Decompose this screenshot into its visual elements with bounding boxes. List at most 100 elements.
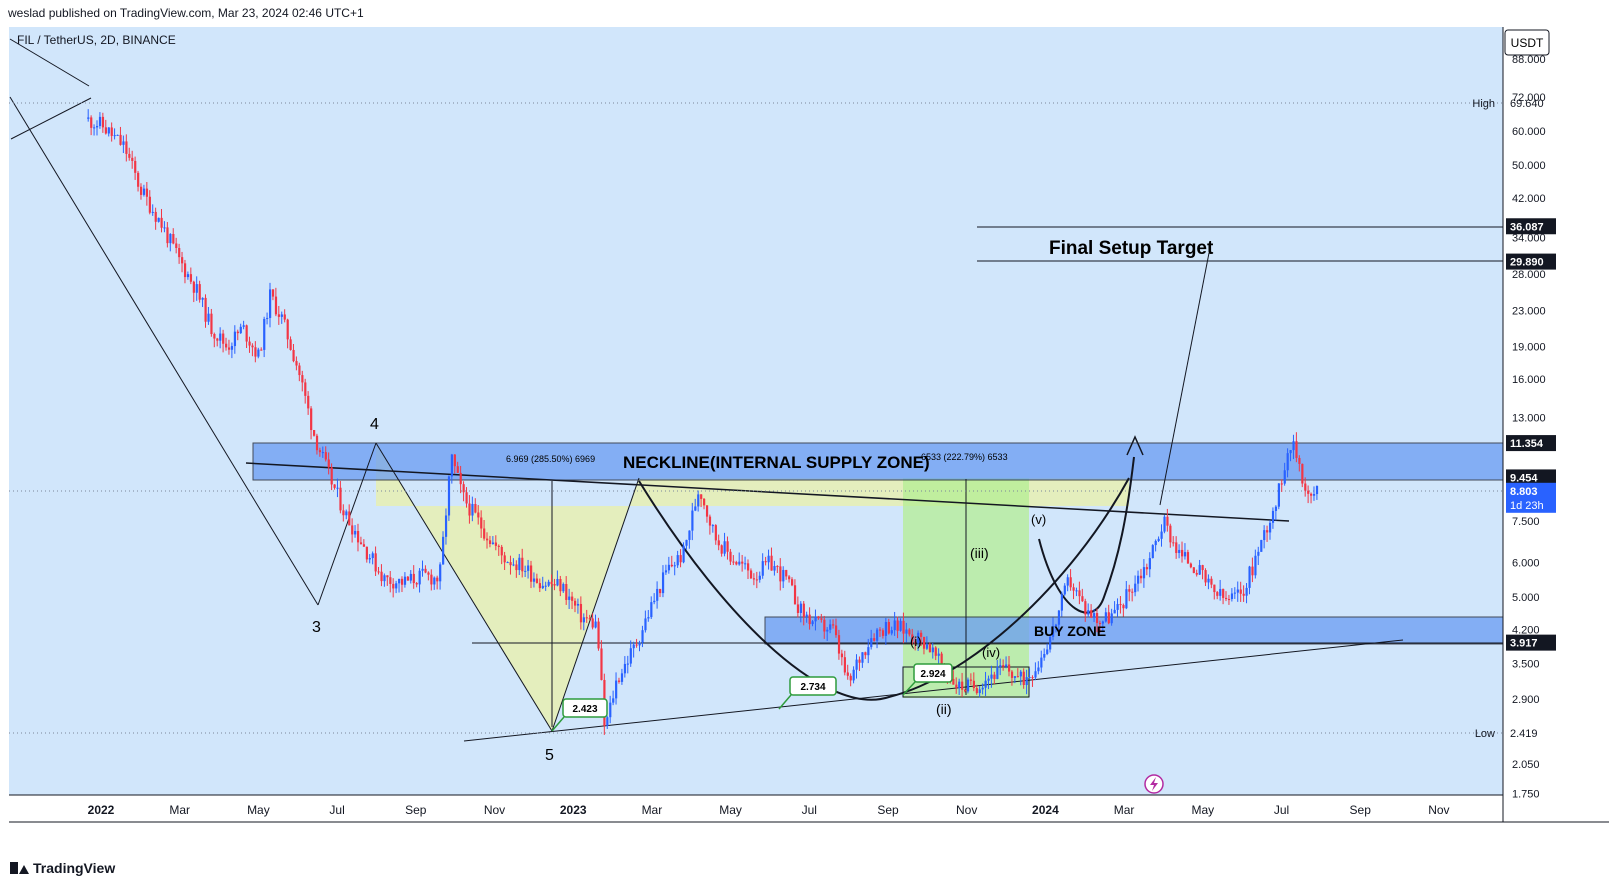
currency-button-label: USDT bbox=[1511, 36, 1544, 50]
candle-body bbox=[139, 186, 143, 195]
candle-body bbox=[406, 576, 410, 581]
candle-body bbox=[1260, 540, 1263, 552]
candle-body bbox=[480, 517, 483, 529]
candle-body bbox=[767, 555, 770, 563]
candle-body bbox=[409, 573, 412, 581]
trendline-top-2 bbox=[10, 97, 92, 140]
candle-body bbox=[773, 566, 776, 571]
candle-body bbox=[823, 619, 826, 632]
candle-body bbox=[1283, 470, 1286, 484]
candle-body bbox=[609, 702, 612, 718]
price-tick: 60.000 bbox=[1512, 126, 1546, 138]
candle-body bbox=[181, 257, 184, 264]
candle-body bbox=[93, 127, 96, 129]
time-tick: Nov bbox=[484, 803, 505, 817]
candle-body bbox=[955, 684, 958, 688]
candle-body bbox=[1263, 530, 1266, 541]
candle-body bbox=[201, 297, 204, 300]
candle-body bbox=[697, 494, 700, 507]
candle-body bbox=[1195, 572, 1198, 575]
candle-body bbox=[333, 484, 336, 488]
price-tick: 5.000 bbox=[1512, 592, 1540, 604]
candle-body bbox=[664, 570, 668, 573]
candle-body bbox=[682, 545, 685, 563]
candle-body bbox=[356, 530, 360, 543]
candle-body bbox=[987, 678, 990, 681]
candle-body bbox=[1271, 510, 1275, 523]
candle-body bbox=[747, 563, 750, 571]
candle-body bbox=[576, 603, 580, 606]
candle-body bbox=[530, 565, 533, 582]
candle-body bbox=[600, 648, 603, 680]
candle-body bbox=[1010, 671, 1014, 678]
candle-body bbox=[286, 319, 289, 340]
candle-body bbox=[1016, 676, 1019, 678]
candle-body bbox=[676, 555, 679, 566]
candle-body bbox=[1040, 657, 1043, 668]
wave-3-label: 3 bbox=[312, 619, 321, 636]
lightning-icon[interactable] bbox=[1144, 774, 1164, 794]
candle-body bbox=[119, 134, 122, 145]
candle-body bbox=[1128, 589, 1131, 592]
chart-area[interactable]: Final Setup Target NECKLINE(INTERNAL SUP… bbox=[9, 27, 1609, 853]
currency-button[interactable]: USDT bbox=[1504, 29, 1550, 56]
candle-body bbox=[216, 338, 219, 341]
candle-body bbox=[761, 561, 764, 576]
candle-body bbox=[327, 459, 330, 468]
candle-body bbox=[1315, 485, 1319, 495]
candle-body bbox=[389, 577, 392, 584]
candle-body bbox=[805, 614, 808, 617]
candle-body bbox=[113, 135, 116, 137]
candle-body bbox=[1304, 483, 1307, 491]
price-level-badge bbox=[1506, 218, 1556, 235]
candle-body bbox=[336, 487, 339, 489]
candle-body bbox=[972, 680, 976, 689]
candle-body bbox=[711, 525, 715, 527]
price-tick: 50.000 bbox=[1512, 160, 1546, 172]
candle-body bbox=[612, 698, 615, 703]
candle-body bbox=[996, 666, 999, 679]
candle-body bbox=[186, 274, 190, 278]
candle-body bbox=[210, 313, 213, 335]
candle-body bbox=[984, 680, 987, 688]
candle-body bbox=[647, 617, 650, 619]
candle-body bbox=[365, 546, 368, 560]
candle-body bbox=[1107, 612, 1110, 624]
candle-body bbox=[1069, 577, 1072, 588]
candle-body bbox=[626, 663, 629, 665]
callout-1: 2.423 bbox=[551, 698, 608, 732]
price-chart[interactable]: Final Setup Target NECKLINE(INTERNAL SUP… bbox=[9, 27, 1609, 853]
candle-body bbox=[1312, 494, 1316, 496]
trendline-top-1 bbox=[9, 38, 90, 87]
candle-body bbox=[368, 558, 371, 560]
candle-body bbox=[444, 515, 448, 537]
candle-body bbox=[1116, 604, 1119, 610]
tradingview-logo-icon bbox=[10, 862, 29, 874]
candle-body bbox=[339, 487, 342, 511]
footer: TradingView bbox=[10, 858, 115, 878]
candle-body bbox=[588, 618, 591, 620]
price-level-value: 36.087 bbox=[1510, 221, 1544, 233]
candle-body bbox=[1183, 552, 1187, 557]
candle-body bbox=[752, 578, 756, 580]
time-tick: Nov bbox=[1428, 803, 1449, 817]
candle-body bbox=[990, 674, 993, 679]
candle-body bbox=[975, 688, 978, 694]
candle-body bbox=[779, 566, 782, 582]
candle-body bbox=[1098, 622, 1102, 624]
candle-body bbox=[1242, 593, 1245, 596]
candle-body bbox=[679, 555, 682, 563]
candle-body bbox=[1163, 516, 1166, 532]
candle-body bbox=[213, 334, 216, 339]
price-level-title: High bbox=[1472, 98, 1495, 110]
candle-body bbox=[764, 561, 767, 563]
candle-body bbox=[503, 555, 506, 563]
candle-body bbox=[873, 638, 876, 641]
candle-body bbox=[568, 596, 571, 600]
candle-body bbox=[1087, 610, 1090, 615]
price-tick: 42.000 bbox=[1512, 193, 1546, 205]
candle-body bbox=[442, 536, 445, 565]
candle-body bbox=[415, 583, 418, 585]
time-tick: Sep bbox=[1350, 803, 1372, 817]
candle-body bbox=[107, 127, 110, 134]
